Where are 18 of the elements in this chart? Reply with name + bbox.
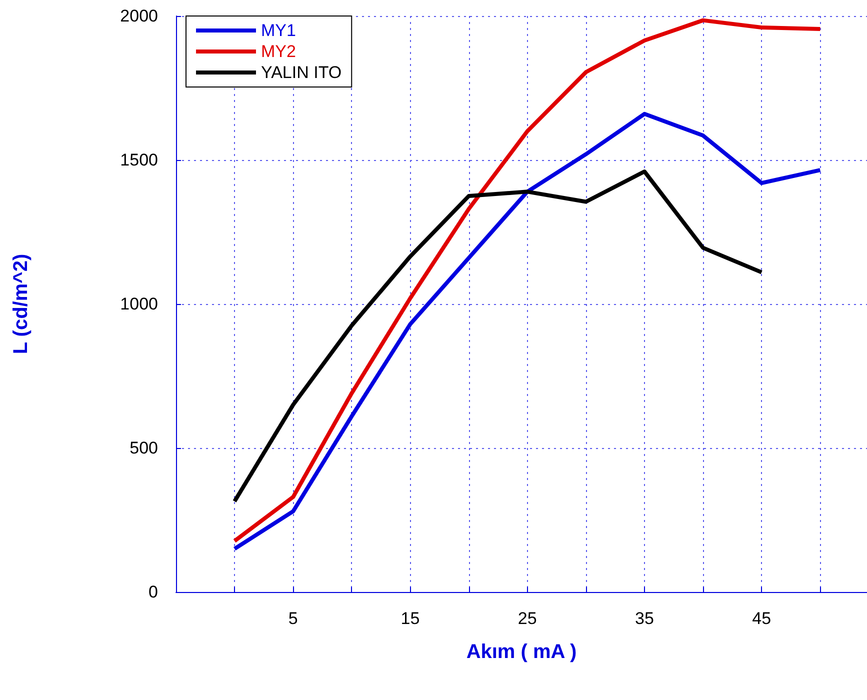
x-tick-label: 5 <box>288 609 298 628</box>
y-tick-label: 1500 <box>120 150 158 170</box>
line-series <box>232 170 764 504</box>
legend-label: MY1 <box>261 21 296 40</box>
y-tick-label: 0 <box>148 582 158 602</box>
y-tick-label: 500 <box>130 438 158 458</box>
x-tick-label: 25 <box>518 609 537 628</box>
y-tick-label: 2000 <box>120 6 158 26</box>
x-tick-label: 15 <box>400 609 420 628</box>
legend-label: YALIN ITO <box>261 63 342 82</box>
y-tick-label: 1000 <box>120 294 158 314</box>
legend-label: MY2 <box>261 42 296 61</box>
x-tick-label: 45 <box>752 609 772 628</box>
line-series <box>232 112 822 551</box>
x-tick-label: 35 <box>635 609 654 628</box>
x-axis-title: Akım ( mA ) <box>466 641 577 663</box>
line-series <box>232 18 822 544</box>
y-axis-title: L (cd/m^2) <box>10 254 32 354</box>
